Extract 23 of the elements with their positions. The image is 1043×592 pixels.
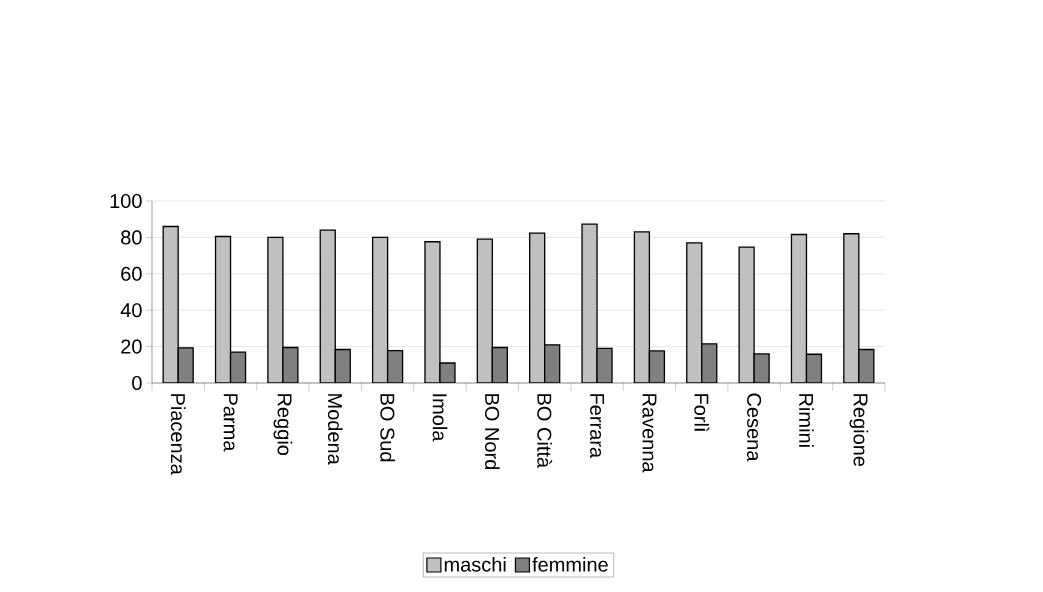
x-tick-label: Rimini	[799, 394, 814, 447]
x-tick-label: BO Nord	[484, 394, 500, 470]
x-tick-label: BO Città	[537, 394, 553, 469]
y-tick-label: 80	[121, 230, 142, 245]
y-tick-label: 0	[132, 375, 142, 391]
y-tick-label: 40	[120, 303, 142, 318]
x-tick-label: Regione	[849, 394, 869, 467]
x-tick-label: Imola	[432, 394, 448, 442]
legend-label: femmine	[532, 557, 608, 572]
legend-label: maschi	[444, 557, 506, 572]
x-tick-label: Ravenna	[642, 394, 657, 473]
x-tick-label: Reggio	[273, 394, 293, 456]
bar	[544, 344, 561, 383]
x-tick-label: Piacenza	[170, 394, 186, 475]
x-tick-label: BO Sud	[380, 394, 395, 462]
x-tick-label: Parma	[223, 394, 238, 452]
x-tick-label: Cesena	[747, 393, 762, 462]
y-tick-label: 60	[121, 266, 142, 281]
x-tick-label: Forlì	[694, 394, 710, 432]
y-tick-label: 100	[110, 193, 142, 209]
x-tick-label: Ferrara	[590, 394, 605, 459]
x-tick-label: Modena	[327, 394, 343, 465]
y-tick-label: 20	[121, 339, 142, 354]
